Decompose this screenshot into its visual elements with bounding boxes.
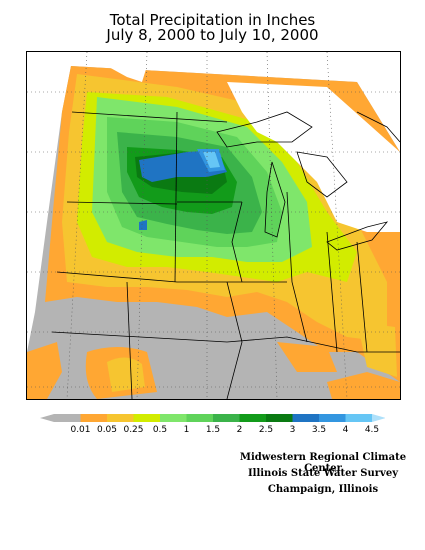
legend-tick-label: 4.5 (364, 425, 380, 435)
legend-swatch (213, 414, 240, 422)
legend-arrow-left (40, 414, 54, 422)
legend-swatch (80, 414, 107, 422)
lake-outlines (216, 111, 400, 251)
legend-tick-label: 2.5 (258, 425, 274, 435)
legend-swatch (160, 414, 187, 422)
legend-swatch (133, 414, 160, 422)
legend-swatch (239, 414, 266, 422)
legend-tick-label: 1 (183, 425, 190, 435)
legend-tick-label: 4 (342, 425, 349, 435)
legend-tick-label: 1.5 (205, 425, 221, 435)
no-data-corner (107, 66, 147, 82)
legend-tick-label: 3.5 (311, 425, 327, 435)
legend-tick-label: 0.25 (123, 425, 144, 435)
legend-tick-label: 3 (289, 425, 296, 435)
legend-arrow-right (372, 414, 385, 422)
map-title-line1: Total Precipitation in Inches (109, 11, 316, 29)
legend-tick-label: 0.01 (70, 425, 91, 435)
map-graphic (27, 52, 400, 399)
legend-tick-label: 2 (236, 425, 243, 435)
yellow-patch-south (107, 357, 145, 392)
legend-tick-label: 0.05 (96, 425, 118, 435)
legend-swatch (345, 414, 372, 422)
credit-line2: Illinois State Water Survey (247, 468, 399, 479)
legend-swatch (292, 414, 319, 422)
orange-patch-east (277, 342, 337, 372)
legend-tick-label: 0.5 (152, 425, 168, 435)
legend-swatch (107, 414, 134, 422)
legend-swatch (266, 414, 293, 422)
legend-swatch (186, 414, 213, 422)
no-data-lakes (227, 82, 400, 232)
orange-patch-sw (27, 342, 62, 399)
state-boundaries (51, 111, 400, 399)
legend-swatch (54, 414, 81, 422)
credit-line1: Midwestern Regional Climate Center (239, 452, 407, 474)
color-legend (40, 414, 385, 422)
blue-patch-south (139, 220, 147, 230)
legend-swatch (319, 414, 346, 422)
orange-patch-se (327, 372, 400, 399)
credit-line3: Champaign, Illinois (267, 484, 379, 495)
precipitation-map (26, 51, 401, 400)
map-title-line2: July 8, 2000 to July 10, 2000 (106, 26, 319, 44)
yellow-patch-se (357, 322, 397, 377)
